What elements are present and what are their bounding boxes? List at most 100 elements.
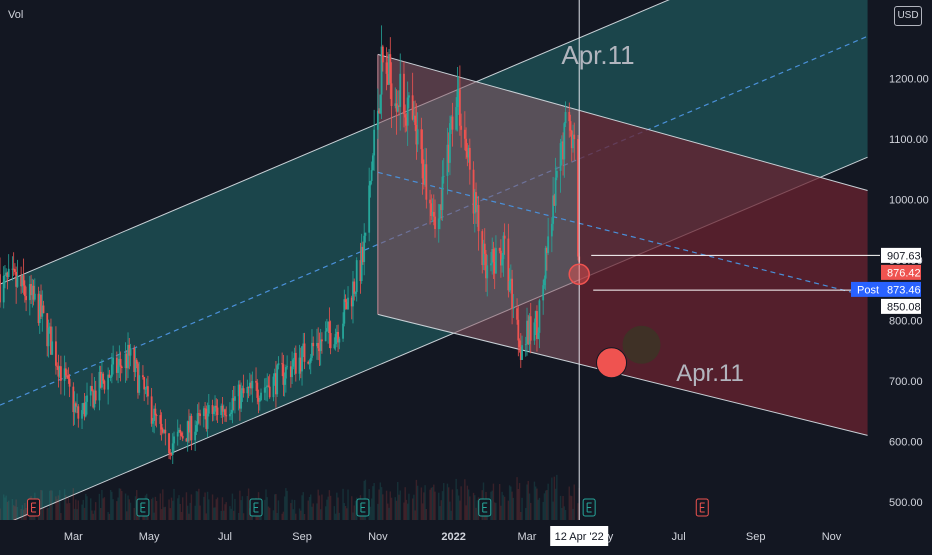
candle-body — [41, 305, 44, 317]
volume-bar — [455, 478, 457, 520]
candle-body — [406, 97, 409, 126]
candle-body — [437, 218, 440, 230]
tag-last[interactable]: 876.42 — [881, 264, 921, 280]
price-marker-circle[interactable] — [568, 263, 590, 286]
volume-bar — [542, 501, 544, 520]
volume-bar — [492, 483, 495, 520]
candle-body — [544, 248, 547, 279]
volume-bar — [559, 495, 562, 520]
candle-body — [545, 248, 548, 253]
candle-body — [562, 141, 564, 160]
earnings-marker[interactable] — [249, 498, 263, 517]
candle-body — [242, 388, 245, 394]
candle-body — [281, 363, 284, 365]
candle-body — [519, 346, 522, 360]
volume-bar — [14, 506, 16, 520]
volume-bar — [282, 511, 285, 520]
price-axis[interactable]: 1200.001100.001000.00900.00800.00700.006… — [851, 0, 932, 550]
candle-body — [405, 117, 408, 126]
candle-body — [247, 387, 250, 388]
falling-channel-lower-line[interactable] — [377, 313, 868, 436]
earnings-marker[interactable] — [27, 498, 41, 517]
candle-body — [99, 371, 102, 388]
candle-body — [473, 192, 476, 214]
volume-bar — [112, 499, 114, 520]
candle-body — [517, 319, 520, 341]
candle-body — [441, 176, 444, 211]
candle-body — [89, 386, 92, 396]
volume-bar — [21, 505, 24, 520]
candle-body — [294, 352, 297, 374]
tag-lower[interactable]: 850.08 — [881, 298, 921, 314]
candle-body — [196, 413, 199, 426]
volume-bar — [343, 503, 345, 520]
volume-bar — [517, 488, 520, 520]
candle-body — [190, 415, 193, 441]
volume-bar — [195, 491, 198, 520]
volume-bar — [272, 510, 275, 520]
volume-bar — [8, 500, 10, 520]
candle-body — [394, 103, 397, 107]
volume-bar — [553, 476, 556, 520]
candle-body — [458, 89, 461, 126]
candle-body — [189, 415, 192, 433]
volume-bar — [41, 490, 43, 520]
tag-post[interactable]: Post 873.46 — [851, 281, 921, 297]
falling-channel-upper-line[interactable] — [377, 53, 868, 191]
candle-body — [467, 147, 470, 158]
volume-bar — [90, 498, 92, 520]
candle-body — [292, 359, 295, 367]
candle-body — [124, 353, 127, 369]
volume-bar — [205, 513, 208, 520]
volume-bar — [450, 510, 452, 520]
projected-marker-circle[interactable] — [596, 347, 628, 379]
candle-body — [568, 111, 571, 122]
candle-body — [102, 373, 105, 381]
candle-body — [73, 403, 76, 413]
candle-body — [316, 343, 318, 347]
volume-bar — [134, 496, 137, 520]
candle-body — [37, 293, 40, 324]
earnings-marker[interactable] — [136, 498, 150, 517]
candle-body — [529, 316, 532, 341]
price-tag-box — [881, 247, 921, 263]
candle-body — [128, 344, 131, 356]
volume-bar — [242, 513, 245, 520]
volume-bar — [379, 482, 382, 520]
volume-bar — [107, 512, 109, 520]
volume-bar — [155, 500, 158, 520]
volume-bar — [95, 502, 97, 520]
volume-bar — [520, 511, 522, 520]
time-axis[interactable]: MarMayJulSepNov2022MarMayJulSepNov12 Apr… — [0, 520, 932, 550]
candle-body — [260, 392, 262, 401]
candle-body — [23, 285, 26, 297]
currency-badge[interactable]: USD — [894, 6, 922, 26]
volume-bar — [159, 493, 162, 520]
volume-bar — [231, 493, 234, 520]
earnings-marker[interactable] — [582, 498, 596, 517]
plot-area[interactable] — [0, 0, 868, 526]
candle-body — [67, 375, 70, 379]
candle-body — [362, 246, 364, 263]
volume-bar — [179, 503, 181, 520]
volume-bar — [568, 486, 570, 520]
volume-bar — [121, 491, 123, 520]
volume-bar — [347, 489, 349, 520]
volume-bar — [530, 502, 532, 520]
earnings-marker[interactable] — [695, 498, 709, 517]
falling-channel-mid-line[interactable] — [377, 171, 868, 297]
earnings-marker[interactable] — [356, 498, 370, 517]
volume-bar — [563, 506, 565, 520]
candle-body — [329, 333, 332, 349]
candle-body — [47, 327, 50, 347]
candle-body — [376, 110, 379, 130]
candle-body — [46, 313, 49, 347]
volume-bar — [229, 506, 231, 520]
earnings-marker[interactable] — [478, 498, 492, 517]
candle-body — [220, 405, 223, 416]
tag-upper[interactable]: 907.63 — [881, 247, 921, 263]
volume-bar — [414, 510, 416, 520]
time-tick-label: Jul — [218, 531, 232, 543]
